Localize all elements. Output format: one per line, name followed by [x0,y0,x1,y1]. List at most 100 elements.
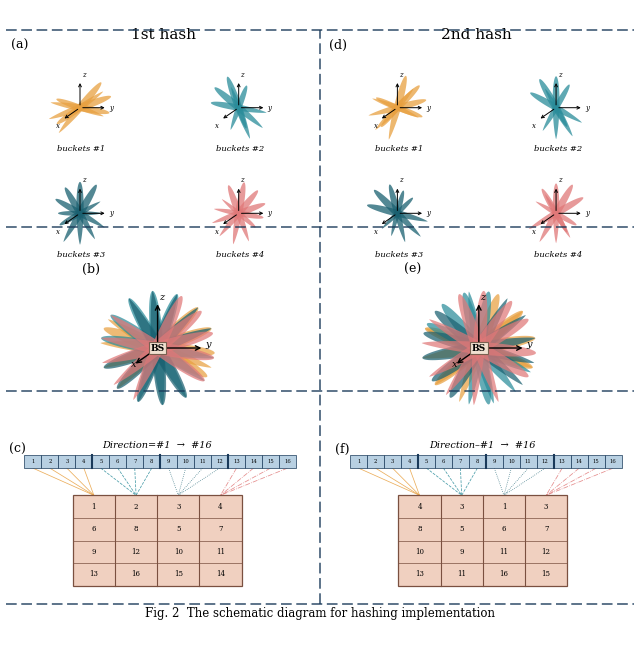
Text: 10: 10 [182,459,189,464]
Bar [401,455,418,468]
Text: 5: 5 [425,459,428,464]
Text: 4: 4 [417,503,422,510]
Text: (a): (a) [12,39,29,52]
Polygon shape [227,77,250,139]
Bar [537,455,554,468]
Text: 12: 12 [541,548,550,556]
Bar [520,455,537,468]
Polygon shape [429,319,529,377]
Bar [279,455,296,468]
Polygon shape [59,82,102,133]
Bar [143,455,160,468]
Polygon shape [468,292,491,405]
Polygon shape [374,190,420,237]
Text: y: y [527,340,532,349]
Text: 12: 12 [216,459,223,464]
Text: buckets #3: buckets #3 [58,251,106,259]
Text: buckets #2: buckets #2 [216,145,264,154]
Text: y: y [205,340,211,349]
Polygon shape [49,96,111,119]
Text: 6: 6 [502,525,506,533]
Polygon shape [376,97,419,118]
Text: 13: 13 [559,459,566,464]
Polygon shape [60,202,100,225]
Polygon shape [211,102,266,113]
Polygon shape [529,197,583,229]
Polygon shape [150,291,166,405]
Bar [435,455,452,468]
Polygon shape [117,307,198,388]
Polygon shape [100,341,214,357]
Text: z: z [81,71,85,79]
Polygon shape [58,211,102,215]
Text: 6: 6 [92,525,96,533]
Text: y: y [109,210,113,217]
Bar [262,455,279,468]
Polygon shape [446,301,512,395]
Text: x: x [374,227,378,236]
Text: x: x [374,122,378,130]
Text: 2: 2 [48,459,52,464]
Polygon shape [530,93,582,123]
Polygon shape [425,328,532,369]
Polygon shape [435,311,523,385]
Text: 11: 11 [216,548,225,556]
Text: y: y [109,104,113,112]
Text: 9: 9 [92,548,96,556]
Text: 15: 15 [541,570,550,578]
Text: z: z [557,71,561,79]
Bar [367,455,384,468]
Text: x: x [131,360,136,369]
Polygon shape [101,336,214,359]
Bar [24,455,42,468]
Polygon shape [422,341,536,357]
Polygon shape [382,198,413,229]
Polygon shape [539,79,573,136]
Text: buckets #1: buckets #1 [58,145,106,154]
Text: Direction=#1  →  #16: Direction=#1 → #16 [102,441,212,450]
Text: 5: 5 [460,525,464,533]
Bar [76,455,92,468]
Polygon shape [422,336,535,359]
Polygon shape [65,187,95,239]
Text: 3: 3 [460,503,464,510]
Polygon shape [553,183,559,243]
Text: 16: 16 [499,570,508,578]
Text: (b): (b) [83,263,100,276]
Polygon shape [230,85,247,130]
Polygon shape [104,327,211,368]
Polygon shape [459,294,500,402]
Bar [160,455,177,468]
Text: 3: 3 [65,459,68,464]
Bar [245,455,262,468]
Polygon shape [116,307,198,389]
Bar [42,455,58,468]
Text: x: x [532,122,536,130]
Polygon shape [101,338,214,360]
Text: 16: 16 [132,570,141,578]
Polygon shape [449,298,508,397]
Bar [486,455,503,468]
Text: 12: 12 [542,459,548,464]
Text: 14: 14 [576,459,582,464]
Polygon shape [463,292,494,403]
Text: x: x [215,122,219,130]
Text: z: z [399,176,403,184]
Polygon shape [137,294,177,402]
Text: BS: BS [472,344,486,353]
Polygon shape [472,291,487,405]
Polygon shape [220,191,258,236]
Text: 1: 1 [31,459,35,464]
Polygon shape [541,189,570,238]
Text: z: z [557,176,561,184]
Text: 13: 13 [415,570,424,578]
Text: y: y [426,104,431,112]
Bar [58,455,76,468]
Polygon shape [422,338,535,360]
Text: buckets #4: buckets #4 [534,251,582,259]
Text: buckets #1: buckets #1 [375,145,423,154]
Polygon shape [458,294,499,402]
Text: 7: 7 [544,525,548,533]
Bar [503,455,520,468]
Polygon shape [435,311,523,385]
